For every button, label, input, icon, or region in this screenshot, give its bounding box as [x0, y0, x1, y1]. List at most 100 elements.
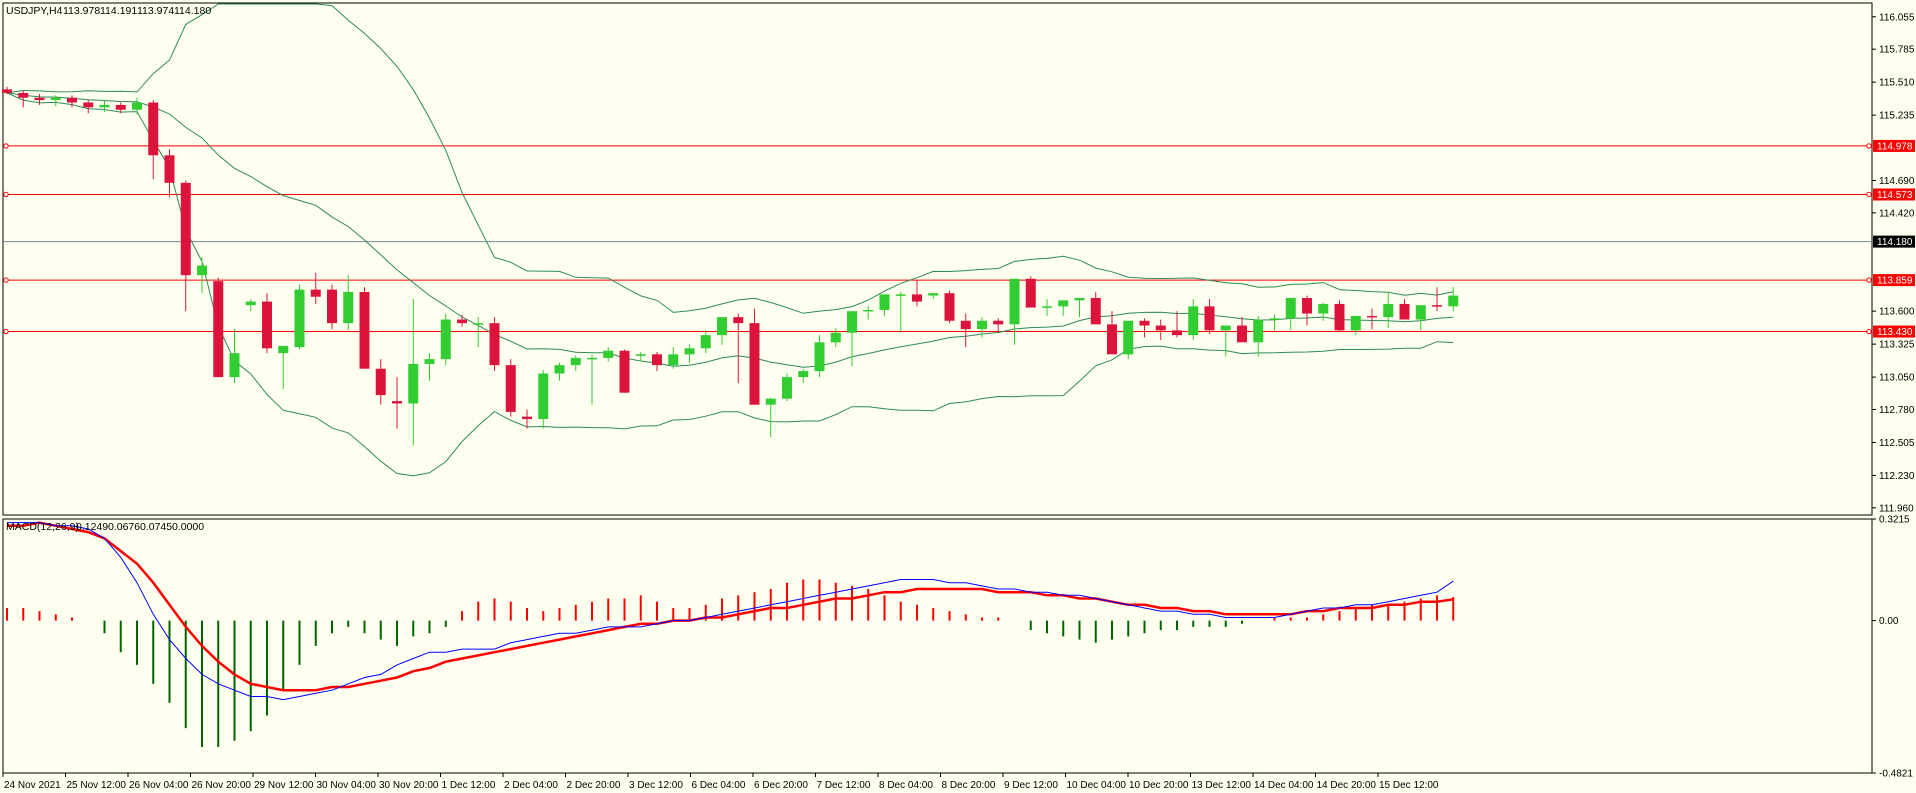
candle — [1285, 297, 1296, 331]
candle-body — [993, 320, 1004, 325]
candle-body — [164, 155, 175, 183]
candle-body — [180, 182, 191, 276]
candle — [1367, 308, 1377, 330]
level-price-label: 113.430 — [1877, 327, 1913, 338]
horizontal-levels[interactable] — [3, 143, 1872, 335]
candle — [1090, 291, 1101, 325]
candle-body — [1204, 306, 1215, 331]
candle-body — [1123, 320, 1134, 355]
candle — [782, 373, 792, 402]
candle-body — [278, 345, 289, 354]
candle — [424, 353, 435, 381]
candle — [700, 330, 711, 354]
candle-body — [960, 320, 971, 330]
candle-body — [814, 342, 825, 372]
candle — [765, 397, 776, 438]
candle — [50, 95, 61, 107]
candle-body — [327, 289, 337, 324]
candle — [83, 100, 94, 114]
price-tick-label: 116.055 — [1879, 12, 1915, 23]
candle-body — [213, 281, 224, 378]
candle — [814, 335, 825, 378]
price-tick-label: 112.505 — [1879, 438, 1915, 449]
candle — [522, 409, 532, 429]
current-price-box — [1873, 235, 1915, 248]
price-tick-label: 114.690 — [1879, 176, 1915, 187]
macd-signal-line — [7, 521, 1454, 692]
candle-body — [1172, 330, 1182, 336]
candle — [684, 344, 695, 363]
macd-label: MACD(12,26,9) — [6, 521, 79, 533]
candle — [830, 327, 841, 348]
ohlc-close: 114.180 — [174, 5, 211, 17]
candle — [34, 94, 45, 105]
level-handle-0[interactable] — [3, 143, 9, 149]
candle — [262, 293, 272, 354]
time-tick-label: 3 Dec 12:00 — [629, 780, 683, 791]
candle-body — [538, 373, 549, 420]
candle — [148, 100, 159, 180]
candle — [603, 347, 614, 362]
price-tick-label: 112.230 — [1879, 471, 1915, 482]
candle — [1220, 325, 1231, 357]
level-handle-right-2[interactable] — [1866, 277, 1872, 283]
time-tick-label: 14 Dec 04:00 — [1254, 780, 1314, 791]
price-tick-label: 112.780 — [1879, 405, 1915, 416]
candle — [1318, 302, 1329, 321]
candles — [2, 86, 1459, 446]
candle-body — [1058, 300, 1069, 307]
candle-body — [1074, 297, 1085, 301]
candle-body — [392, 401, 402, 404]
candle-body — [148, 102, 159, 156]
level-handle-1[interactable] — [3, 191, 9, 198]
candle-body — [603, 350, 614, 358]
bollinger-middle — [6, 92, 1454, 368]
candle — [1025, 276, 1036, 308]
candle — [213, 277, 224, 378]
candle-body — [1432, 305, 1442, 307]
candle — [327, 284, 337, 330]
candle — [977, 317, 987, 338]
macd-main-line — [7, 522, 1454, 701]
candle-body — [717, 317, 727, 336]
symbol-label: USDJPY,H4 — [6, 5, 63, 17]
candle — [505, 359, 516, 417]
candle — [1415, 305, 1426, 331]
candle-body — [408, 363, 419, 404]
candle — [229, 329, 240, 384]
candle-body — [733, 317, 744, 324]
time-tick-label: 14 Dec 20:00 — [1317, 780, 1377, 791]
candle — [879, 294, 890, 316]
bollinger-lower — [6, 92, 1454, 477]
candle-body — [1269, 318, 1280, 320]
candle — [180, 180, 191, 312]
time-tick-label: 30 Nov 20:00 — [379, 780, 439, 791]
candle-body — [67, 97, 77, 103]
level-handle-2[interactable] — [3, 277, 9, 283]
level-handle-3[interactable] — [3, 328, 9, 335]
level-price-label: 113.859 — [1877, 276, 1913, 287]
candle — [457, 314, 467, 327]
candle-body — [262, 301, 272, 349]
candle-body — [944, 293, 955, 321]
level-price-box — [1873, 274, 1915, 287]
level-handle-right-3[interactable] — [1866, 328, 1872, 335]
candle — [294, 284, 305, 350]
candle-body — [34, 97, 45, 101]
price-tick-label: 113.600 — [1879, 307, 1915, 318]
candle-body — [99, 104, 110, 108]
candle — [408, 299, 419, 446]
candle — [1139, 318, 1150, 338]
candle-body — [1399, 303, 1410, 320]
time-tick-label: 2 Dec 04:00 — [504, 780, 558, 791]
candle — [2, 86, 12, 95]
price-tick-label: 113.050 — [1879, 373, 1915, 384]
level-price-box — [1873, 139, 1915, 152]
candle-body — [1383, 303, 1394, 318]
level-handle-right-1[interactable] — [1866, 191, 1872, 198]
level-handle-right-0[interactable] — [1866, 143, 1872, 149]
candle — [652, 351, 662, 372]
price-axis: 116.055 115.785 115.510 115.235 114.690 114.4… — [1872, 12, 1915, 780]
macd-tick-label: -0.4821 — [1879, 769, 1913, 780]
